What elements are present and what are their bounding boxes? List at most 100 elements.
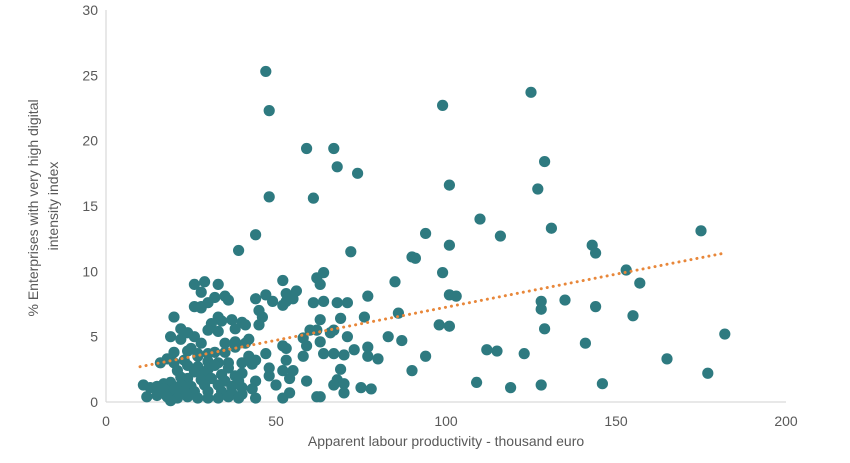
data-point	[277, 274, 289, 287]
data-point	[297, 350, 309, 362]
x-tick-label: 100	[434, 413, 458, 429]
x-tick-labels: 0 50 100 150 200	[102, 413, 798, 429]
data-point	[535, 303, 547, 315]
data-point	[229, 323, 241, 335]
data-point	[165, 395, 177, 407]
data-point	[209, 359, 221, 372]
data-point	[250, 392, 262, 404]
data-point	[253, 319, 265, 331]
data-point	[250, 354, 262, 366]
y-tick-labels: 0 5 10 15 20 25 30	[82, 2, 98, 410]
x-tick-label: 200	[774, 413, 798, 429]
data-points	[137, 65, 731, 407]
data-point	[260, 348, 272, 360]
data-point	[596, 378, 609, 390]
data-point	[433, 319, 445, 331]
data-point	[263, 370, 275, 382]
data-point	[341, 297, 353, 309]
data-point	[233, 244, 245, 257]
data-point	[195, 286, 207, 298]
data-point	[535, 295, 547, 307]
data-point	[287, 293, 299, 305]
data-point	[219, 346, 231, 358]
data-point	[280, 354, 292, 366]
data-point	[518, 348, 530, 360]
data-point	[168, 311, 180, 323]
data-point	[525, 86, 537, 98]
y-tick-label: 5	[90, 329, 98, 345]
data-point	[175, 333, 187, 345]
data-point	[627, 310, 639, 322]
data-point	[335, 312, 347, 324]
data-point	[301, 375, 313, 387]
data-point	[559, 294, 571, 306]
data-point	[328, 142, 340, 155]
data-point	[260, 65, 272, 78]
data-point	[202, 324, 214, 336]
data-point	[365, 383, 377, 395]
data-point	[661, 353, 673, 365]
data-point	[590, 247, 602, 259]
data-point	[328, 348, 340, 360]
data-point	[226, 314, 238, 326]
data-point	[355, 382, 367, 394]
data-point	[314, 278, 326, 290]
data-point	[192, 350, 204, 362]
data-point	[420, 227, 432, 240]
data-point	[222, 294, 234, 306]
data-point	[481, 344, 493, 356]
data-point	[195, 337, 207, 349]
y-axis-title: % Enterprises with very high digital int…	[25, 96, 61, 317]
y-tick-label: 30	[82, 2, 98, 18]
data-point	[382, 331, 394, 343]
data-point	[474, 213, 486, 225]
y-tick-label: 20	[82, 133, 98, 149]
data-point	[396, 334, 408, 347]
data-point	[362, 350, 374, 362]
data-point	[141, 391, 153, 403]
data-point	[338, 387, 350, 399]
data-point	[314, 314, 326, 326]
data-point	[314, 391, 326, 403]
data-point	[358, 311, 370, 323]
data-point	[450, 290, 462, 302]
data-point	[195, 302, 207, 314]
data-point	[331, 161, 343, 173]
data-point	[335, 363, 347, 375]
x-tick-label: 150	[604, 413, 628, 429]
data-point	[151, 389, 163, 402]
data-point	[219, 337, 231, 349]
data-point	[263, 105, 275, 117]
data-point	[328, 324, 340, 336]
trendline	[138, 251, 727, 369]
data-point	[236, 357, 248, 369]
data-point	[233, 392, 245, 404]
data-point	[362, 290, 374, 302]
data-point	[338, 378, 350, 390]
data-point	[175, 323, 187, 335]
data-point	[318, 348, 330, 360]
data-point	[277, 365, 289, 377]
data-point	[263, 362, 275, 374]
y-axis-title-line-2: intensity index	[45, 162, 61, 251]
data-point	[301, 142, 313, 155]
data-point	[443, 320, 455, 332]
data-point	[338, 349, 350, 361]
data-point	[212, 278, 224, 290]
data-point	[331, 297, 343, 309]
data-point	[590, 301, 602, 313]
data-point	[372, 353, 384, 365]
data-point	[341, 331, 353, 343]
data-point	[202, 392, 214, 404]
data-point	[719, 328, 731, 340]
data-point	[216, 315, 228, 327]
data-point	[420, 350, 432, 362]
data-point	[318, 295, 330, 307]
data-point	[267, 295, 279, 307]
data-point	[471, 376, 483, 388]
data-point	[165, 331, 177, 343]
x-axis-title: Apparent labour productivity - thousand …	[308, 433, 584, 449]
data-point	[494, 230, 506, 242]
x-tick-label: 50	[268, 413, 284, 429]
